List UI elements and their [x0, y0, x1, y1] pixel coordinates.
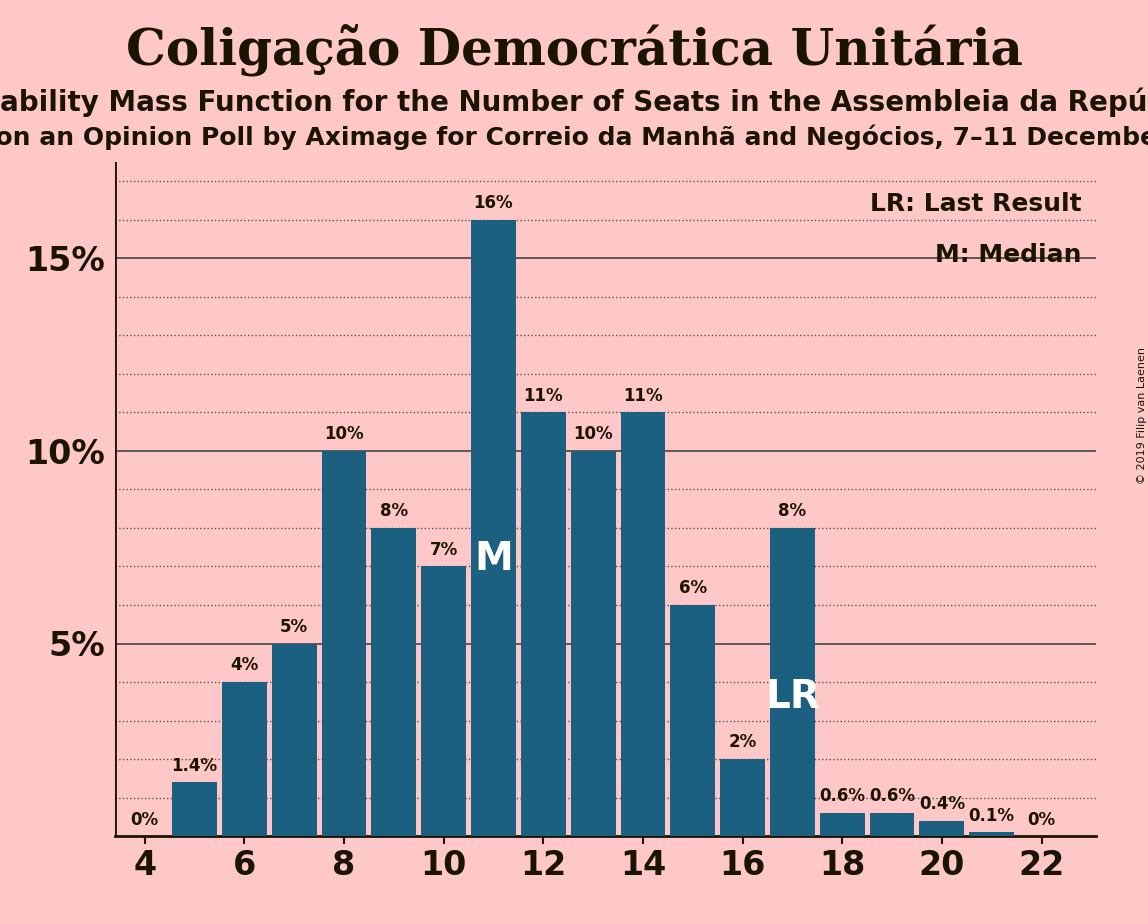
Bar [670, 605, 715, 836]
Text: 11%: 11% [623, 386, 662, 405]
Bar [720, 760, 765, 836]
Text: © 2019 Filip van Laenen: © 2019 Filip van Laenen [1138, 347, 1147, 484]
Text: Coligação Democrática Unitária: Coligação Democrática Unitária [125, 23, 1023, 76]
Text: 0.6%: 0.6% [869, 787, 915, 806]
Text: 0%: 0% [131, 810, 158, 829]
Text: 11%: 11% [523, 386, 564, 405]
Text: 0.1%: 0.1% [969, 807, 1015, 824]
Text: 10%: 10% [324, 425, 364, 444]
Bar [421, 566, 466, 836]
Bar [621, 412, 666, 836]
Text: 8%: 8% [380, 502, 408, 520]
Text: 1.4%: 1.4% [171, 757, 218, 774]
Text: 6%: 6% [678, 579, 707, 597]
Bar [471, 220, 515, 836]
Text: 2%: 2% [729, 734, 757, 751]
Text: Probability Mass Function for the Number of Seats in the Assembleia da República: Probability Mass Function for the Number… [0, 88, 1148, 117]
Bar [272, 643, 317, 836]
Text: 0.6%: 0.6% [820, 787, 866, 806]
Text: 5%: 5% [280, 618, 308, 636]
Bar [770, 528, 815, 836]
Text: 16%: 16% [474, 194, 513, 212]
Bar [920, 821, 964, 836]
Bar [372, 528, 417, 836]
Text: LR: LR [765, 678, 820, 716]
Bar [172, 783, 217, 836]
Text: 0%: 0% [1027, 810, 1056, 829]
Text: 8%: 8% [778, 502, 807, 520]
Text: 0.4%: 0.4% [918, 795, 965, 813]
Bar [521, 412, 566, 836]
Bar [820, 813, 864, 836]
Text: M: Median: M: Median [936, 243, 1081, 267]
Text: 7%: 7% [429, 541, 458, 559]
Bar [870, 813, 915, 836]
Text: LR: Last Result: LR: Last Result [870, 192, 1081, 216]
Text: 4%: 4% [231, 656, 258, 675]
Bar [222, 682, 266, 836]
Text: Based on an Opinion Poll by Aximage for Correio da Manhã and Negócios, 7–11 Dece: Based on an Opinion Poll by Aximage for … [0, 125, 1148, 151]
Bar [321, 451, 366, 836]
Bar [969, 833, 1014, 836]
Text: M: M [474, 540, 513, 578]
Text: 10%: 10% [573, 425, 613, 444]
Bar [571, 451, 615, 836]
